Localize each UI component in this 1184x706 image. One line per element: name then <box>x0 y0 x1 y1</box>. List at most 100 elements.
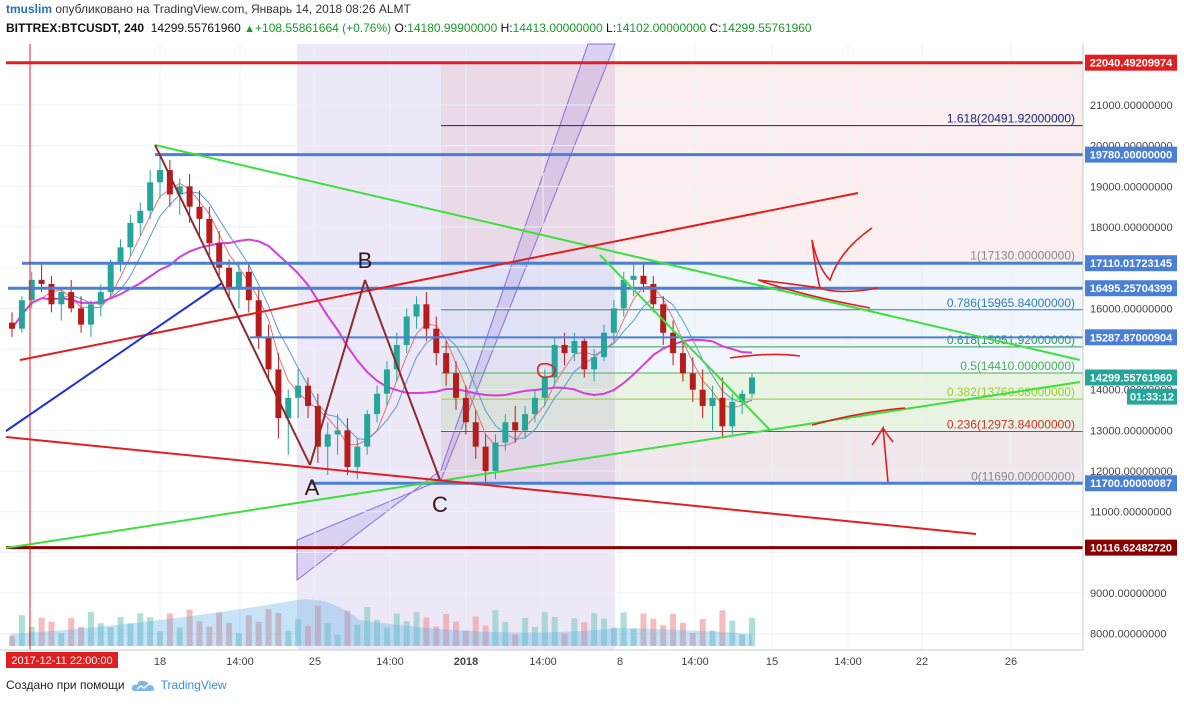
high-value: 14413.00000000 <box>512 21 603 35</box>
price-badge-text: 10116.62482720 <box>1090 543 1172 555</box>
pattern-leg-ab <box>309 279 366 466</box>
volume-bar <box>314 605 321 646</box>
candle-body <box>97 292 104 305</box>
candle-body <box>502 422 509 443</box>
time-tick: 14:00 <box>681 656 709 668</box>
volume-bar <box>522 618 529 646</box>
time-tick: 15 <box>766 656 778 668</box>
candle-body <box>709 397 716 406</box>
volume-bar <box>660 625 667 646</box>
short-trendline-green <box>599 254 771 431</box>
fib-label: 0.236(12973.84000000) <box>947 417 1075 431</box>
hand-annotation <box>871 425 894 483</box>
volume-bar <box>709 630 716 646</box>
volume-bar <box>18 615 25 646</box>
candle-body <box>581 340 588 370</box>
volume-bar <box>423 617 430 646</box>
pattern-label: C <box>432 492 448 517</box>
time-tick: 8 <box>617 656 623 668</box>
volume-bar <box>433 626 440 646</box>
candle-body <box>107 263 114 293</box>
support-line-red <box>5 436 977 535</box>
hand-annotation <box>819 287 879 293</box>
fib-label: 1(17130.00000000) <box>970 248 1075 262</box>
volume-bar <box>462 630 469 646</box>
price-badge <box>1085 369 1177 386</box>
volume-bar <box>670 613 677 646</box>
candle-body <box>423 304 430 329</box>
volume-bar <box>403 621 410 646</box>
candle-body <box>729 401 736 427</box>
price-badge-text: 17110.01723145 <box>1090 258 1172 270</box>
publish-info: tmuslim опубликовано на TradingView.com,… <box>6 2 411 20</box>
volume-bar <box>334 634 341 646</box>
moving-averages <box>11 182 753 447</box>
candle-body <box>87 304 94 325</box>
price-tick: 21000.00000000 <box>1090 100 1173 112</box>
candle-body <box>443 353 450 374</box>
volume-bar <box>492 610 499 646</box>
candlesticks[interactable] <box>9 153 755 484</box>
price-badge <box>1085 539 1177 556</box>
candle-body <box>186 186 193 207</box>
candle-body <box>364 414 371 447</box>
candle-body <box>413 304 420 317</box>
candle-body <box>147 182 154 211</box>
price-badge <box>1085 54 1177 71</box>
resistance-line-red <box>19 192 859 361</box>
volume-bar <box>196 621 203 646</box>
volume-bar <box>305 625 311 646</box>
ma-fast <box>11 182 753 447</box>
volume-bar <box>393 613 400 646</box>
volume-bar <box>235 633 242 646</box>
candle-body <box>137 210 144 223</box>
candle-body <box>561 344 568 354</box>
volume-bar <box>512 634 519 646</box>
volume-bar <box>551 617 558 646</box>
candle-body <box>660 304 667 333</box>
volume-bar <box>531 627 538 646</box>
volume-bar <box>28 626 35 646</box>
volume-bar <box>117 617 124 646</box>
target-zone-top <box>441 62 1083 263</box>
volume-bar <box>650 618 657 646</box>
low-label: L: <box>606 21 617 35</box>
candle-body <box>176 186 183 195</box>
candle-body <box>719 397 726 427</box>
candle-body <box>571 340 578 354</box>
candle-body <box>58 292 65 305</box>
price-badge-text: 15287.87000904 <box>1090 332 1173 344</box>
cursor-time-text: 2017-12-11 22:00:00 <box>11 655 112 667</box>
candle-body <box>403 316 410 345</box>
candle-body <box>285 397 292 419</box>
trend-line-blue <box>5 282 223 432</box>
close-label: C: <box>709 21 722 35</box>
author-name[interactable]: tmuslim <box>6 2 53 16</box>
open-label: O: <box>394 21 408 35</box>
volume-bar <box>383 627 390 646</box>
last-price: 14299.55761960 <box>150 21 241 35</box>
price-badge-text: 01:33:12 <box>1130 392 1174 404</box>
volume-bar <box>265 609 272 646</box>
price-tick: 9000.00000000 <box>1090 588 1166 600</box>
volume-bar <box>166 613 173 646</box>
candle-body <box>157 170 163 183</box>
price-badge <box>1085 329 1177 346</box>
candle-body <box>601 332 607 358</box>
volume-bar <box>295 619 302 646</box>
candle-body <box>28 279 35 301</box>
tradingview-link[interactable]: TradingView <box>160 678 227 692</box>
candle-body <box>354 446 361 467</box>
volume-bar <box>344 610 351 646</box>
tradingview-cloud-icon <box>131 680 154 691</box>
candle-body <box>591 357 598 370</box>
downtrend-line-green <box>154 144 1081 361</box>
pattern-leg-1 <box>154 144 311 466</box>
volume-bar <box>255 621 262 646</box>
drawings[interactable]: A B C <box>5 44 1083 650</box>
volume-bar <box>127 623 134 646</box>
ohlc-header: BITTREX:BTCUSDT, 240 14299.55761960 ▲+10… <box>6 21 812 39</box>
cursor-time-badge <box>6 652 118 668</box>
candle-body <box>551 344 558 378</box>
